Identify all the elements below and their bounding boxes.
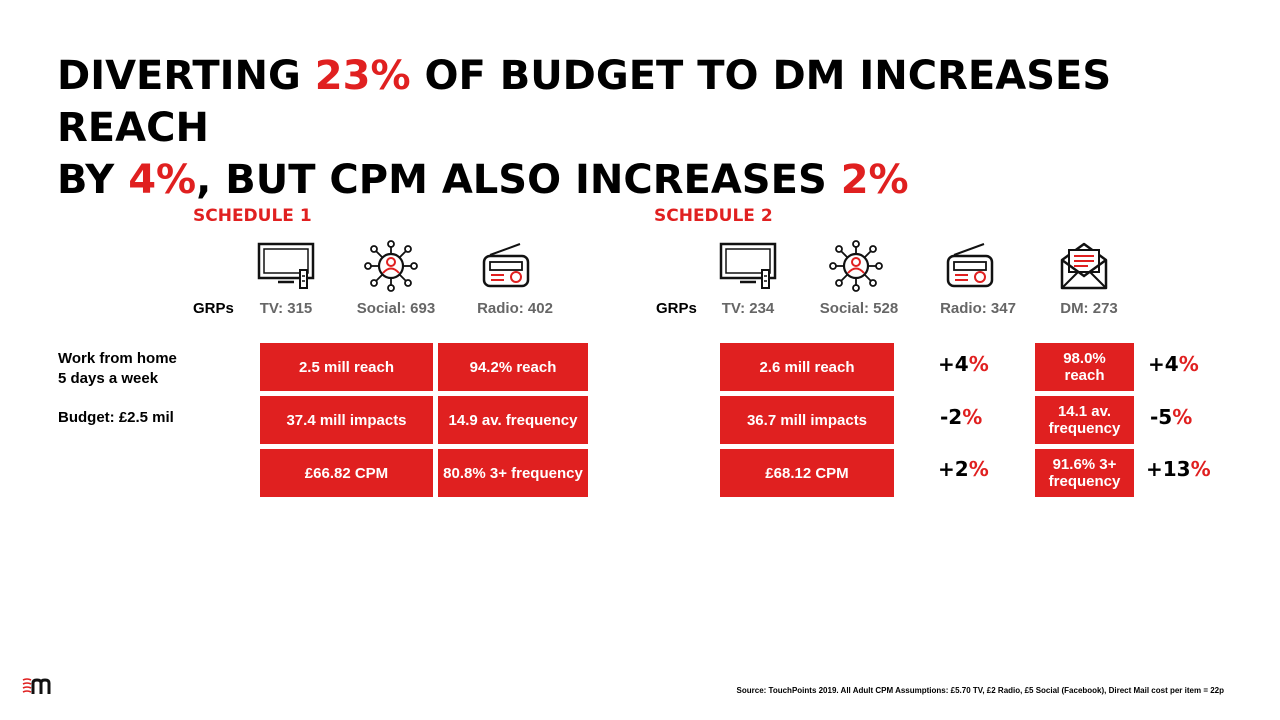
title-text: OF BUDGET TO DM INCREASES REACH — [57, 53, 1112, 151]
s2-reach-pct-delta: +4% — [1148, 352, 1199, 376]
grp-dm: DM: 273 — [1060, 300, 1118, 317]
title-line-2: BY 4%, BUT CPM ALSO INCREASES 2% — [57, 154, 1237, 206]
s2-3plus-delta: +13% — [1146, 457, 1211, 481]
s1-cpm-box: £66.82 CPM — [260, 449, 433, 497]
slide-title: DIVERTING 23% OF BUDGET TO DM INCREASES … — [57, 50, 1237, 206]
grp-radio: Radio: 347 — [940, 300, 1016, 317]
source-footnote: Source: TouchPoints 2019. All Adult CPM … — [736, 686, 1224, 695]
s2-impacts-delta: -2% — [940, 405, 983, 429]
grp-tv: TV: 234 — [721, 300, 775, 317]
tv-icon — [718, 240, 778, 292]
s1-impacts-box: 37.4 mill impacts — [260, 396, 433, 444]
s2-cpm-box: £68.12 CPM — [720, 449, 894, 497]
s1-3plus-box: 80.8% 3+ frequency — [438, 449, 588, 497]
s2-3plus-box: 91.6% 3+ frequency — [1035, 449, 1134, 497]
s2-reach-pct-box: 98.0% reach — [1035, 343, 1134, 391]
title-highlight: 4% — [128, 157, 197, 203]
grp-social: Social: 693 — [356, 300, 436, 317]
radio-icon — [476, 240, 536, 292]
s1-reach-box: 2.5 mill reach — [260, 343, 433, 391]
scenario-line-2: 5 days a week — [58, 370, 159, 387]
s2-impacts-box: 36.7 mill impacts — [720, 396, 894, 444]
s2-frequency-box: 14.1 av. frequency — [1035, 396, 1134, 444]
schedule-2-label: SCHEDULE 2 — [654, 206, 773, 226]
title-line-1: DIVERTING 23% OF BUDGET TO DM INCREASES … — [57, 50, 1237, 154]
s1-frequency-box: 14.9 av. frequency — [438, 396, 588, 444]
tv-icon — [256, 240, 316, 292]
mail-icon — [1054, 240, 1114, 292]
grp-tv: TV: 315 — [259, 300, 313, 317]
social-network-icon — [361, 240, 421, 292]
m-logo — [22, 674, 58, 696]
title-text: DIVERTING — [57, 53, 315, 99]
scenario-label: Work from home 5 days a week — [58, 349, 177, 389]
s1-reach-pct-box: 94.2% reach — [438, 343, 588, 391]
s2-cpm-delta: +2% — [938, 457, 989, 481]
grp-radio: Radio: 402 — [477, 300, 553, 317]
s2-reach-delta: +4% — [938, 352, 989, 376]
title-highlight: 2% — [840, 157, 909, 203]
title-text: BY — [57, 157, 129, 203]
scenario-line-1: Work from home — [58, 350, 177, 367]
grp-social: Social: 528 — [819, 300, 899, 317]
grps-label: GRPs — [193, 300, 234, 317]
schedule-1-label: SCHEDULE 1 — [193, 206, 312, 226]
budget-label: Budget: £2.5 mil — [58, 409, 174, 426]
s2-frequency-delta: -5% — [1150, 405, 1193, 429]
title-highlight: 23% — [314, 53, 411, 99]
social-network-icon — [826, 240, 886, 292]
grps-label: GRPs — [656, 300, 697, 317]
title-text: , BUT CPM ALSO INCREASES — [196, 157, 841, 203]
s2-reach-box: 2.6 mill reach — [720, 343, 894, 391]
radio-icon — [940, 240, 1000, 292]
